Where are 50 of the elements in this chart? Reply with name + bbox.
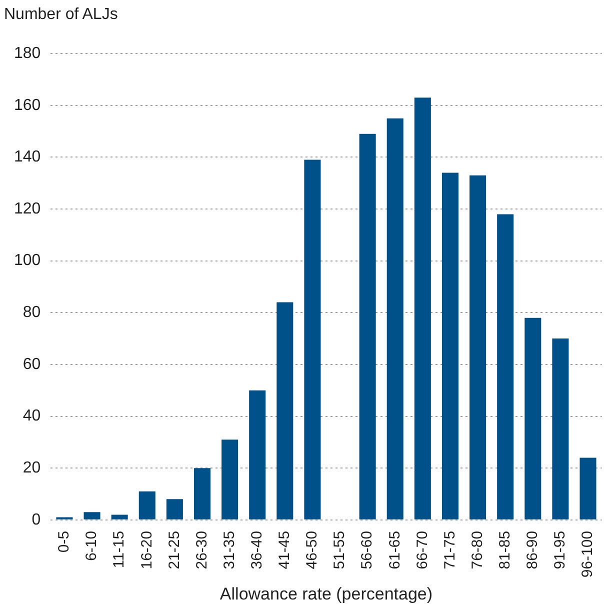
bar xyxy=(276,302,294,520)
bar xyxy=(222,440,238,520)
y-tick-label: 180 xyxy=(14,45,41,62)
x-tick-label: 56-60 xyxy=(358,530,376,570)
bar xyxy=(166,499,183,520)
x-tick-label: 41-45 xyxy=(276,530,294,570)
x-tick-label: 61-65 xyxy=(386,530,404,570)
x-tick-label: 96-100 xyxy=(579,530,596,578)
bar xyxy=(359,134,376,520)
bar xyxy=(138,491,156,520)
x-tick-label: 6-10 xyxy=(83,530,100,561)
y-tick-label: 100 xyxy=(14,252,41,270)
x-tick-label: 21-25 xyxy=(166,530,183,570)
x-tick-label: 46-50 xyxy=(304,530,321,570)
y-tick-label: 80 xyxy=(22,304,41,322)
y-tick-label: 0 xyxy=(32,511,41,528)
y-tick-label: 60 xyxy=(22,356,41,373)
x-tick-label: 66-70 xyxy=(414,530,431,570)
x-tick-label: 16-20 xyxy=(138,530,156,570)
bar xyxy=(304,160,321,520)
bar xyxy=(386,118,404,520)
x-tick-label: 91-95 xyxy=(552,530,569,570)
x-tick-label: 71-75 xyxy=(441,530,458,570)
bar xyxy=(84,512,100,520)
x-tick-label: 76-80 xyxy=(468,530,486,570)
x-axis-title: Allowance rate (percentage) xyxy=(220,584,433,604)
y-tick-label: 140 xyxy=(14,148,41,166)
x-tick-label: 51-55 xyxy=(331,530,348,570)
y-tick-label: 120 xyxy=(14,200,41,218)
x-tick-label: 0-5 xyxy=(56,530,73,553)
bar xyxy=(111,514,128,520)
bar xyxy=(524,318,542,520)
x-tick-label: 11-15 xyxy=(110,530,128,568)
y-tick-label: 20 xyxy=(22,459,41,476)
y-axis-title: Number of ALJs xyxy=(4,6,118,24)
y-tick-label: 160 xyxy=(14,96,41,114)
bar xyxy=(497,214,514,520)
bar xyxy=(194,468,211,520)
bar xyxy=(249,390,266,520)
bar xyxy=(552,338,569,520)
x-tick-label: 86-90 xyxy=(524,530,542,570)
x-tick-label: 26-30 xyxy=(193,530,210,570)
x-tick-label: 31-35 xyxy=(220,530,238,570)
bar xyxy=(580,458,596,520)
x-tick-label: 81-85 xyxy=(496,530,514,570)
y-tick-label: 40 xyxy=(22,408,41,425)
x-tick-label: 36-40 xyxy=(248,530,266,570)
bar xyxy=(414,98,431,520)
bar xyxy=(442,172,458,520)
bar xyxy=(470,175,486,520)
